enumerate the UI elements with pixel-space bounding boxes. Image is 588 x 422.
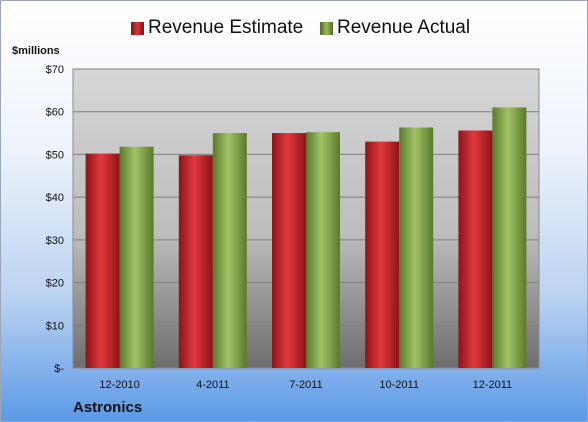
- y-tick-label: $20: [46, 278, 64, 290]
- y-tick-label: $30: [46, 235, 64, 247]
- x-tick-label: 12-2011: [473, 379, 513, 391]
- y-axis: $- $10 $20 $30 $40 $50 $60 $70: [46, 64, 65, 375]
- company-name: Astronics: [73, 399, 143, 416]
- y-tick-label: $10: [46, 320, 64, 332]
- legend-label-estimate: Revenue Estimate: [148, 17, 304, 38]
- x-tick-label: 10-2011: [379, 379, 419, 391]
- bar-estimate-12-2011: [458, 130, 493, 368]
- bar-actual-12-2010: [119, 146, 154, 368]
- x-axis: 12-2010 4-2011 7-2011 10-2011 12-2011: [99, 379, 512, 391]
- y-tick-label: $60: [46, 107, 64, 119]
- chart-legend: Revenue Estimate Revenue Actual: [1, 17, 587, 43]
- y-axis-unit-label: $millions: [12, 45, 60, 57]
- bars: [85, 107, 527, 368]
- bar-actual-12-2011: [492, 107, 527, 368]
- bar-actual-7-2011: [306, 132, 340, 368]
- bar-actual-10-2011: [399, 127, 434, 368]
- y-tick-label: $40: [46, 192, 64, 204]
- legend-swatch-estimate: [131, 21, 144, 35]
- legend-label-actual: Revenue Actual: [337, 17, 471, 38]
- y-tick-label: $70: [46, 64, 64, 76]
- y-tick-label: $-: [54, 363, 64, 375]
- y-tick-label: $50: [46, 149, 64, 161]
- legend-swatch-actual: [320, 21, 333, 35]
- bar-actual-4-2011: [212, 133, 247, 368]
- x-tick-label: 4-2011: [196, 379, 229, 391]
- legend-item-estimate: Revenue Estimate: [131, 17, 303, 39]
- x-tick-label: 7-2011: [289, 379, 322, 391]
- bar-estimate-4-2011: [178, 155, 213, 368]
- bar-estimate-10-2011: [365, 141, 400, 368]
- x-tick-label: 12-2010: [99, 379, 139, 391]
- bar-estimate-12-2010: [85, 153, 120, 368]
- bar-estimate-7-2011: [272, 133, 306, 368]
- legend-item-actual: Revenue Actual: [320, 17, 470, 39]
